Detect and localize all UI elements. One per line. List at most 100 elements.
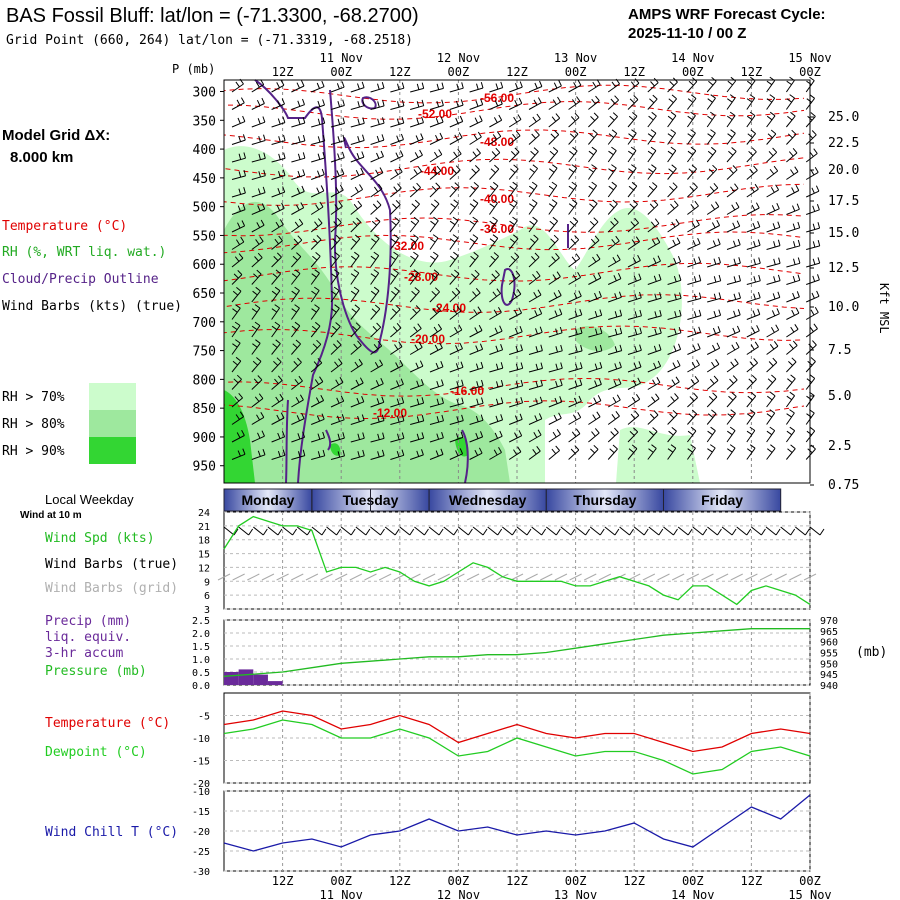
- wind-barb-shaft: [489, 330, 503, 338]
- wind-barb-flag: [732, 165, 738, 171]
- wind-barb-flag: [628, 168, 634, 173]
- wind-barb: [766, 426, 776, 443]
- wind-barb-flag: [393, 186, 398, 192]
- wind-barb: [548, 429, 561, 443]
- wind-barb-flag: [637, 254, 641, 261]
- wind-barb-flag: [254, 321, 261, 327]
- wind-barb-shaft: [647, 332, 662, 338]
- wind-barb-flag: [733, 276, 737, 283]
- wind-barb-shaft: [726, 413, 736, 425]
- wind-barb-flag: [733, 258, 737, 265]
- wind-barb-shaft: [489, 119, 502, 128]
- wind-barb-flag: [375, 217, 381, 222]
- wind-barb-shaft: [370, 364, 383, 373]
- wind-barb-shaft: [627, 132, 637, 145]
- isotherm-label: -40.00: [480, 192, 514, 206]
- wind-barb-flag: [300, 202, 305, 208]
- wind-barb-shaft: [449, 291, 461, 303]
- wind-barb-shaft: [488, 202, 498, 215]
- wind-barb-flag: [613, 217, 619, 223]
- wind-barb-shaft: [608, 332, 622, 338]
- wind-barb-flag: [710, 426, 716, 432]
- wind-barb: [627, 254, 641, 268]
- wind-barb-flag: [302, 152, 306, 159]
- wind-barb: [509, 362, 524, 373]
- wind-barb-flag: [817, 274, 820, 281]
- wind-barb-flag: [591, 164, 597, 169]
- wind-barb-shaft: [608, 366, 622, 373]
- wind-barb-flag: [648, 168, 654, 173]
- wind-barb-flag: [515, 130, 521, 137]
- wind-barb-shaft: [469, 237, 479, 250]
- wind-barb-flag: [531, 199, 538, 204]
- wind-barb-flag: [473, 251, 479, 257]
- wind-barb-flag: [746, 430, 753, 436]
- wind-barb-flag: [456, 398, 459, 405]
- wind-barb-flag: [554, 310, 558, 317]
- weekday-cell: [663, 488, 782, 512]
- wind-barb-flag: [498, 114, 503, 121]
- wind-barb-flag: [255, 81, 260, 88]
- wind-barb-flag: [278, 136, 281, 143]
- wind-barb-flag: [257, 205, 261, 212]
- wind-barb-flag: [812, 205, 816, 212]
- wind-barb: [350, 358, 363, 373]
- wind-barb-shaft: [271, 273, 281, 285]
- wind-barb: [706, 182, 719, 198]
- wind-barb-shaft: [548, 185, 558, 198]
- wind-barb-flag: [614, 95, 619, 101]
- wind-barb-shaft: [350, 105, 365, 110]
- wind-barb: [310, 269, 320, 285]
- wind-barb-flag: [534, 415, 538, 422]
- wind-barb-flag: [253, 273, 259, 279]
- wind-barb-flag: [455, 363, 459, 370]
- wind-barb: [647, 360, 662, 373]
- isotherm-label: -24.00: [432, 301, 466, 315]
- wind-barb-flag: [599, 361, 603, 368]
- wind-barb-shaft: [608, 350, 622, 355]
- grid-wind-barb: [305, 573, 319, 581]
- wind-barb-flag: [277, 100, 281, 107]
- wind-barb-shaft: [409, 170, 422, 180]
- wind-barb: [667, 360, 681, 373]
- wind-barb-flag: [535, 346, 539, 353]
- true-wind-barb: [252, 526, 268, 536]
- wind-barb-flag: [690, 444, 696, 449]
- true-wind-barb: [707, 526, 722, 536]
- wind-barb-shaft: [469, 311, 482, 320]
- wind-barb: [231, 356, 242, 373]
- wind-barb: [409, 360, 424, 373]
- wind-barb: [667, 237, 681, 250]
- windchill-line: [223, 794, 811, 852]
- wind-barb-shaft: [390, 402, 404, 408]
- wind-barb: [291, 152, 306, 163]
- wind-barb-shaft: [389, 272, 400, 285]
- wind-barb-flag: [351, 308, 357, 313]
- wind-barb: [548, 289, 562, 303]
- wind-barb-flag: [750, 392, 757, 397]
- wind-barb-shaft: [291, 122, 305, 128]
- wind-barb: [370, 217, 381, 233]
- wind-barb-flag: [548, 185, 555, 191]
- wind-barb-flag: [391, 290, 397, 296]
- wind-barb-flag: [301, 185, 305, 192]
- top-hour-label: 12Z: [506, 65, 528, 79]
- wind-barb-shaft: [548, 117, 561, 128]
- panel-tick-label: 0.0: [192, 681, 210, 692]
- wind-barb: [528, 326, 543, 338]
- isotherm-line: [223, 377, 805, 397]
- wind-barb-flag: [628, 115, 635, 121]
- wind-barb-flag: [678, 274, 682, 281]
- wind-barb-flag: [811, 292, 815, 299]
- wind-barb-flag: [790, 374, 796, 380]
- wind-barb-flag: [711, 77, 717, 82]
- panel-tick-label: 6: [204, 591, 210, 602]
- wind-barb-flag: [316, 415, 321, 422]
- wind-barb-flag: [709, 378, 715, 385]
- wind-barb: [409, 269, 420, 285]
- wind-barb-flag: [335, 322, 341, 327]
- wind-barb: [746, 221, 761, 233]
- wind-barb-shaft: [489, 435, 503, 443]
- wind-barb-flag: [294, 321, 301, 327]
- wind-barb: [786, 340, 798, 355]
